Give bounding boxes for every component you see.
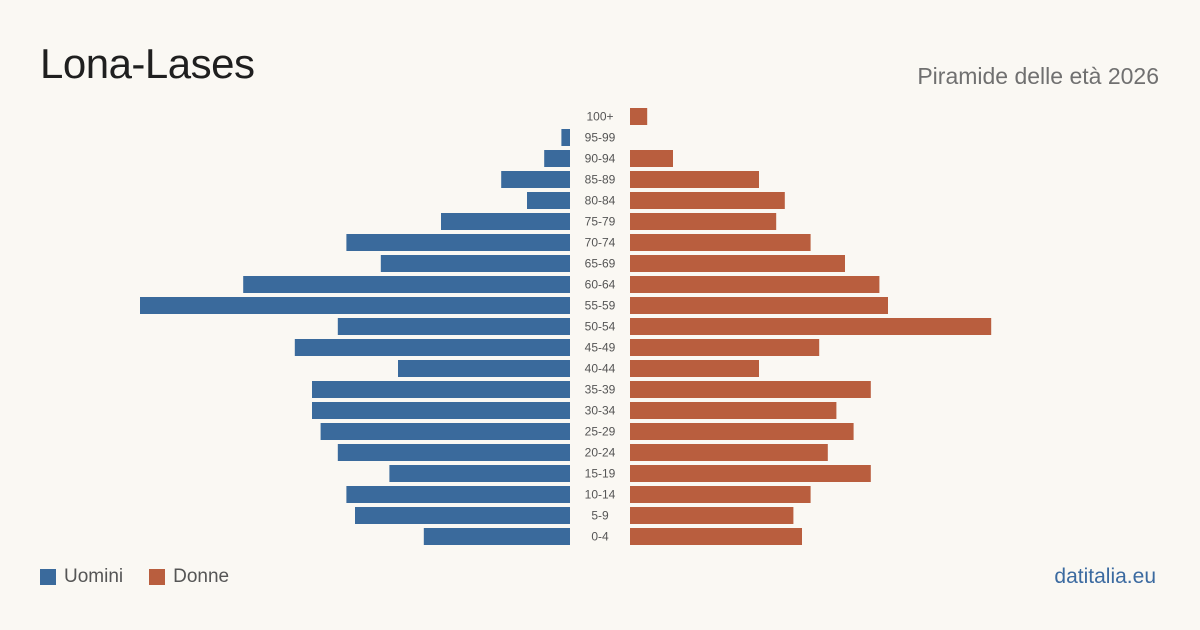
bar-women-35-39 [630, 381, 871, 398]
bar-women-80-84 [630, 192, 785, 209]
bar-men-85-89 [501, 171, 570, 188]
bar-women-45-49 [630, 339, 820, 356]
bar-men-45-49 [294, 339, 570, 356]
bar-men-40-44 [398, 360, 570, 377]
bar-women-40-44 [630, 360, 759, 377]
legend-item-men: Uomini [40, 566, 123, 588]
age-label-10-14: 10-14 [585, 488, 616, 502]
age-label-30-34: 30-34 [585, 404, 616, 418]
age-label-40-44: 40-44 [585, 362, 616, 376]
age-label-45-49: 45-49 [585, 341, 616, 355]
bar-men-20-24 [337, 444, 570, 461]
bar-women-30-34 [630, 402, 837, 419]
population-pyramid-chart: 100+ 95-99 90-94 85-89 80-84 75-79 70-74 65-69 6… [140, 108, 992, 545]
bar-men-65-69 [380, 255, 570, 272]
age-label-80-84: 80-84 [585, 194, 616, 208]
bar-men-95-99 [561, 129, 570, 146]
legend-swatch-men [40, 569, 56, 585]
age-label-25-29: 25-29 [585, 425, 616, 439]
age-label-85-89: 85-89 [585, 173, 616, 187]
bar-women-0-4 [630, 528, 802, 545]
legend-label-women: Donne [173, 566, 230, 587]
legend-item-women: Donne [149, 566, 229, 588]
age-label-35-39: 35-39 [585, 383, 616, 397]
age-label-20-24: 20-24 [585, 446, 616, 460]
bar-women-90-94 [630, 150, 673, 167]
bar-men-5-9 [355, 507, 570, 524]
legend: Uomini Donne [40, 566, 255, 588]
age-label-60-64: 60-64 [585, 278, 616, 292]
bar-women-100+ [630, 108, 648, 125]
bar-women-70-74 [630, 234, 811, 251]
bar-men-25-29 [320, 423, 570, 440]
chart-subtitle: Piramide delle età 2026 [917, 63, 1159, 89]
bar-women-75-79 [630, 213, 777, 230]
bar-men-60-64 [243, 276, 570, 293]
legend-swatch-women [149, 569, 166, 585]
bar-men-55-59 [140, 297, 570, 314]
bar-women-65-69 [630, 255, 845, 272]
bar-women-85-89 [630, 171, 759, 188]
age-label-65-69: 65-69 [585, 257, 616, 271]
bar-women-10-14 [630, 486, 811, 503]
age-label-0-4: 0-4 [591, 530, 609, 544]
bar-men-10-14 [346, 486, 570, 503]
age-label-15-19: 15-19 [585, 467, 616, 481]
bar-men-50-54 [337, 318, 570, 335]
age-label-55-59: 55-59 [585, 299, 616, 313]
age-label-70-74: 70-74 [585, 236, 616, 250]
age-label-100+: 100+ [586, 110, 613, 124]
age-label-90-94: 90-94 [585, 152, 616, 166]
bar-men-35-39 [312, 381, 570, 398]
bar-men-0-4 [423, 528, 570, 545]
bar-men-30-34 [312, 402, 570, 419]
age-label-75-79: 75-79 [585, 215, 616, 229]
bar-men-70-74 [346, 234, 570, 251]
bar-women-60-64 [630, 276, 880, 293]
bar-men-75-79 [441, 213, 570, 230]
bar-women-20-24 [630, 444, 828, 461]
brand-link[interactable]: datitalia.eu [1054, 565, 1156, 588]
bar-women-5-9 [630, 507, 794, 524]
bar-women-55-59 [630, 297, 888, 314]
age-label-95-99: 95-99 [585, 131, 616, 145]
age-label-5-9: 5-9 [591, 509, 609, 523]
legend-label-men: Uomini [64, 566, 124, 587]
bar-men-15-19 [389, 465, 570, 482]
page-title: Lona-Lases [40, 40, 255, 87]
bar-women-25-29 [630, 423, 854, 440]
age-label-50-54: 50-54 [585, 320, 616, 334]
bar-men-90-94 [544, 150, 570, 167]
bar-women-15-19 [630, 465, 871, 482]
bar-men-80-84 [527, 192, 570, 209]
bar-women-50-54 [630, 318, 992, 335]
